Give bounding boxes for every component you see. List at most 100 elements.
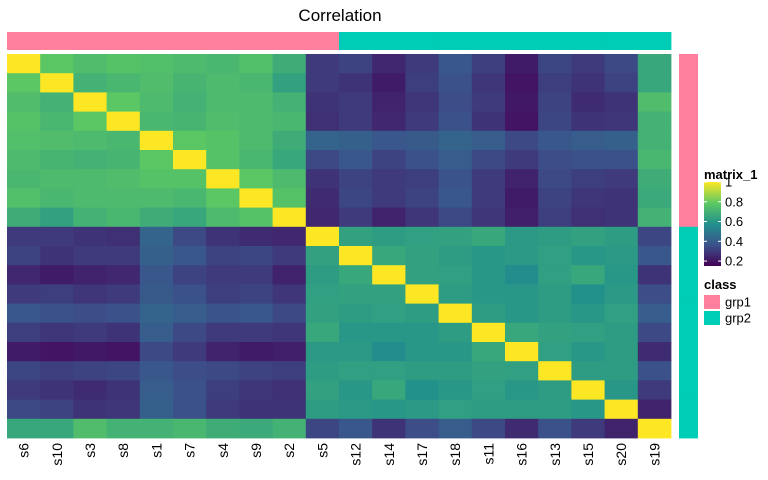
heatmap-cell [505, 265, 539, 285]
heatmap-cell [405, 303, 439, 324]
heatmap-cell [40, 265, 74, 285]
column-class-cell [405, 32, 439, 50]
heatmap-cell [139, 111, 174, 132]
row-class-cell [679, 284, 698, 304]
heatmap-cell [538, 111, 572, 132]
heatmap-cell [438, 342, 473, 362]
heatmap-cell [538, 207, 572, 228]
heatmap-cell [272, 111, 307, 132]
heatmap-cell [139, 226, 174, 247]
heatmap-cell [405, 130, 439, 151]
column-label: s19 [646, 443, 662, 466]
heatmap-cell [339, 73, 373, 93]
heatmap-cell [173, 361, 207, 381]
heatmap-cell [637, 188, 672, 208]
heatmap-cell [139, 342, 174, 362]
heatmap-cell [7, 322, 41, 343]
heatmap-cell [206, 399, 240, 420]
heatmap-cell [272, 284, 307, 304]
heatmap-cell [604, 150, 639, 170]
heatmap-cell [139, 399, 174, 420]
row-class-cell [679, 361, 698, 381]
column-label: s2 [281, 443, 297, 458]
heatmap-cell [106, 207, 141, 228]
heatmap-cell [7, 73, 41, 93]
heatmap-cell [471, 265, 506, 285]
heatmap-cell [438, 303, 473, 324]
heatmap-cell [7, 246, 41, 266]
heatmap-cells [7, 54, 672, 439]
heatmap-cell [173, 265, 207, 285]
column-label: s9 [248, 443, 264, 458]
heatmap-cell [173, 418, 207, 439]
heatmap-cell [106, 150, 141, 170]
heatmap-cell [272, 322, 307, 343]
heatmap-cell [471, 54, 506, 74]
row-class-cell [679, 207, 698, 228]
color-scale-tick-label: 0.2 [725, 254, 743, 269]
heatmap-cell [339, 380, 373, 400]
heatmap-cell [339, 399, 373, 420]
heatmap-cell [272, 246, 307, 266]
heatmap-cell [305, 303, 340, 324]
heatmap-cell [604, 342, 639, 362]
heatmap-cell [106, 226, 141, 247]
heatmap-cell [538, 399, 572, 420]
heatmap-cell [405, 284, 439, 304]
heatmap-cell [505, 130, 539, 151]
heatmap-cell [372, 418, 406, 439]
column-class-cell [604, 32, 639, 50]
heatmap-cell [637, 265, 672, 285]
column-class-cell [505, 32, 539, 50]
row-class-cell [679, 342, 698, 362]
heatmap-cell [505, 169, 539, 189]
heatmap-cell [206, 226, 240, 247]
heatmap-cell [538, 380, 572, 400]
heatmap-cell [73, 265, 107, 285]
heatmap-cell [139, 361, 174, 381]
heatmap-cell [305, 73, 340, 93]
heatmap-cell [7, 361, 41, 381]
heatmap-cell [272, 399, 307, 420]
heatmap-cell [7, 380, 41, 400]
heatmap-cell [106, 246, 141, 266]
heatmap-cell [7, 265, 41, 285]
heatmap-cell [106, 322, 141, 343]
class-legend-swatch [704, 311, 720, 325]
heatmap-cell [272, 361, 307, 381]
heatmap-cell [173, 399, 207, 420]
heatmap-cell [637, 246, 672, 266]
heatmap-cell [637, 342, 672, 362]
heatmap-cell [471, 169, 506, 189]
heatmap-cell [206, 284, 240, 304]
heatmap-cell [272, 265, 307, 285]
heatmap-cell [206, 73, 240, 93]
heatmap-cell [7, 418, 41, 439]
heatmap-cell [438, 265, 473, 285]
color-scale-bar [704, 182, 721, 266]
heatmap-cell [139, 188, 174, 208]
heatmap-cell [505, 246, 539, 266]
heatmap-cell [438, 111, 473, 132]
heatmap-cell [106, 73, 141, 93]
heatmap-cell [106, 399, 141, 420]
heatmap-cell [438, 380, 473, 400]
heatmap-cell [106, 284, 141, 304]
column-label: s12 [348, 443, 364, 466]
heatmap-cell [239, 188, 273, 208]
heatmap-cell [139, 246, 174, 266]
heatmap-cell [372, 380, 406, 400]
row-class-cell [679, 418, 698, 439]
heatmap-cell [73, 246, 107, 266]
heatmap-cell [637, 226, 672, 247]
heatmap-cell [139, 322, 174, 343]
heatmap-cell [505, 150, 539, 170]
heatmap-cell [604, 418, 639, 439]
heatmap-cell [7, 92, 41, 112]
color-scale-tick-label: 1 [725, 175, 732, 190]
heatmap-cell [471, 361, 506, 381]
heatmap-cell [173, 150, 207, 170]
heatmap-cell [372, 92, 406, 112]
heatmap-cell [173, 284, 207, 304]
row-class-cell [679, 303, 698, 324]
